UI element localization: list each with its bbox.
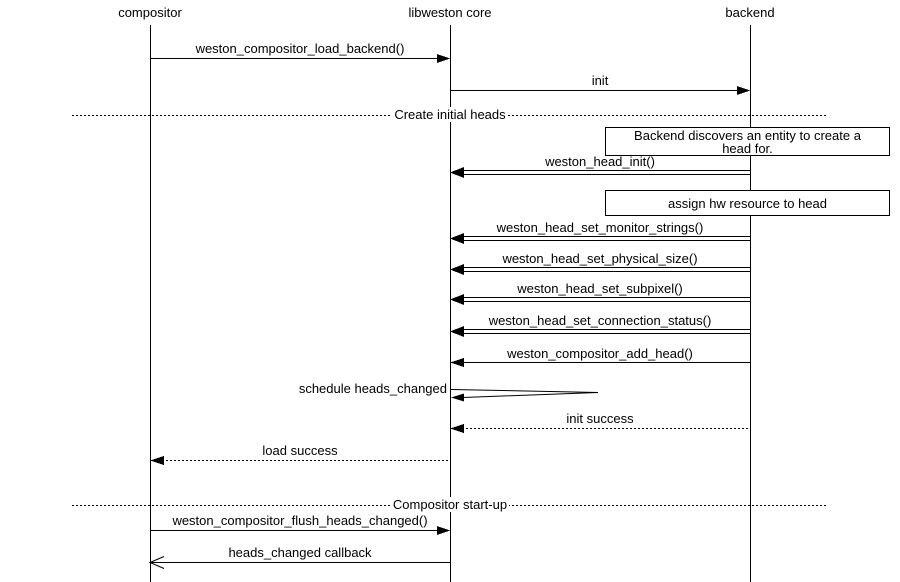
- divider-label-create-initial-heads: Create initial heads: [392, 107, 508, 122]
- message-label-set-physical-size: weston_head_set_physical_size(): [502, 251, 698, 266]
- message-label-add-head: weston_compositor_add_head(): [507, 346, 693, 361]
- arrow-head-init: [450, 167, 750, 178]
- arrow-heads-changed-callback: [148, 556, 450, 569]
- arrow-add-head: [450, 358, 750, 367]
- message-label-load-success: load success: [262, 443, 338, 458]
- arrow-set-connection-status: [450, 326, 750, 337]
- arrow-init: [450, 86, 750, 95]
- actor-label-compositor: compositor: [118, 5, 182, 20]
- arrow-set-physical-size: [450, 264, 750, 275]
- message-label-heads-changed-callback: heads_changed callback: [228, 545, 372, 560]
- message-label-flush-heads-changed: weston_compositor_flush_heads_changed(): [172, 513, 428, 528]
- message-label-set-monitor-strings: weston_head_set_monitor_strings(): [496, 220, 704, 235]
- note-assign-hw-resource: assign hw resource to head: [605, 190, 890, 216]
- arrow-load-backend: [150, 54, 450, 63]
- message-label-schedule-heads-changed: schedule heads_changed: [298, 381, 447, 396]
- arrow-set-subpixel: [450, 294, 750, 305]
- divider-label-compositor-start-up: Compositor start-up: [390, 497, 510, 512]
- message-label-set-subpixel: weston_head_set_subpixel(): [517, 281, 683, 296]
- arrow-init-success: [450, 424, 750, 433]
- arrow-schedule-heads-changed: [450, 389, 599, 402]
- arrow-set-monitor-strings: [450, 233, 750, 244]
- actor-label-libweston-core: libweston core: [408, 5, 492, 20]
- message-label-load-backend: weston_compositor_load_backend(): [195, 41, 405, 56]
- message-label-init-success: init success: [566, 411, 634, 426]
- actor-label-backend: backend: [725, 5, 775, 20]
- message-label-set-connection-status: weston_head_set_connection_status(): [488, 313, 712, 328]
- arrow-load-success: [150, 456, 450, 465]
- message-label-head-init: weston_head_init(): [545, 154, 655, 169]
- message-label-init: init: [591, 73, 609, 88]
- arrow-flush-heads-changed: [150, 526, 450, 535]
- note-backend-discovers-entity: Backend discovers an entity to create a …: [605, 127, 890, 156]
